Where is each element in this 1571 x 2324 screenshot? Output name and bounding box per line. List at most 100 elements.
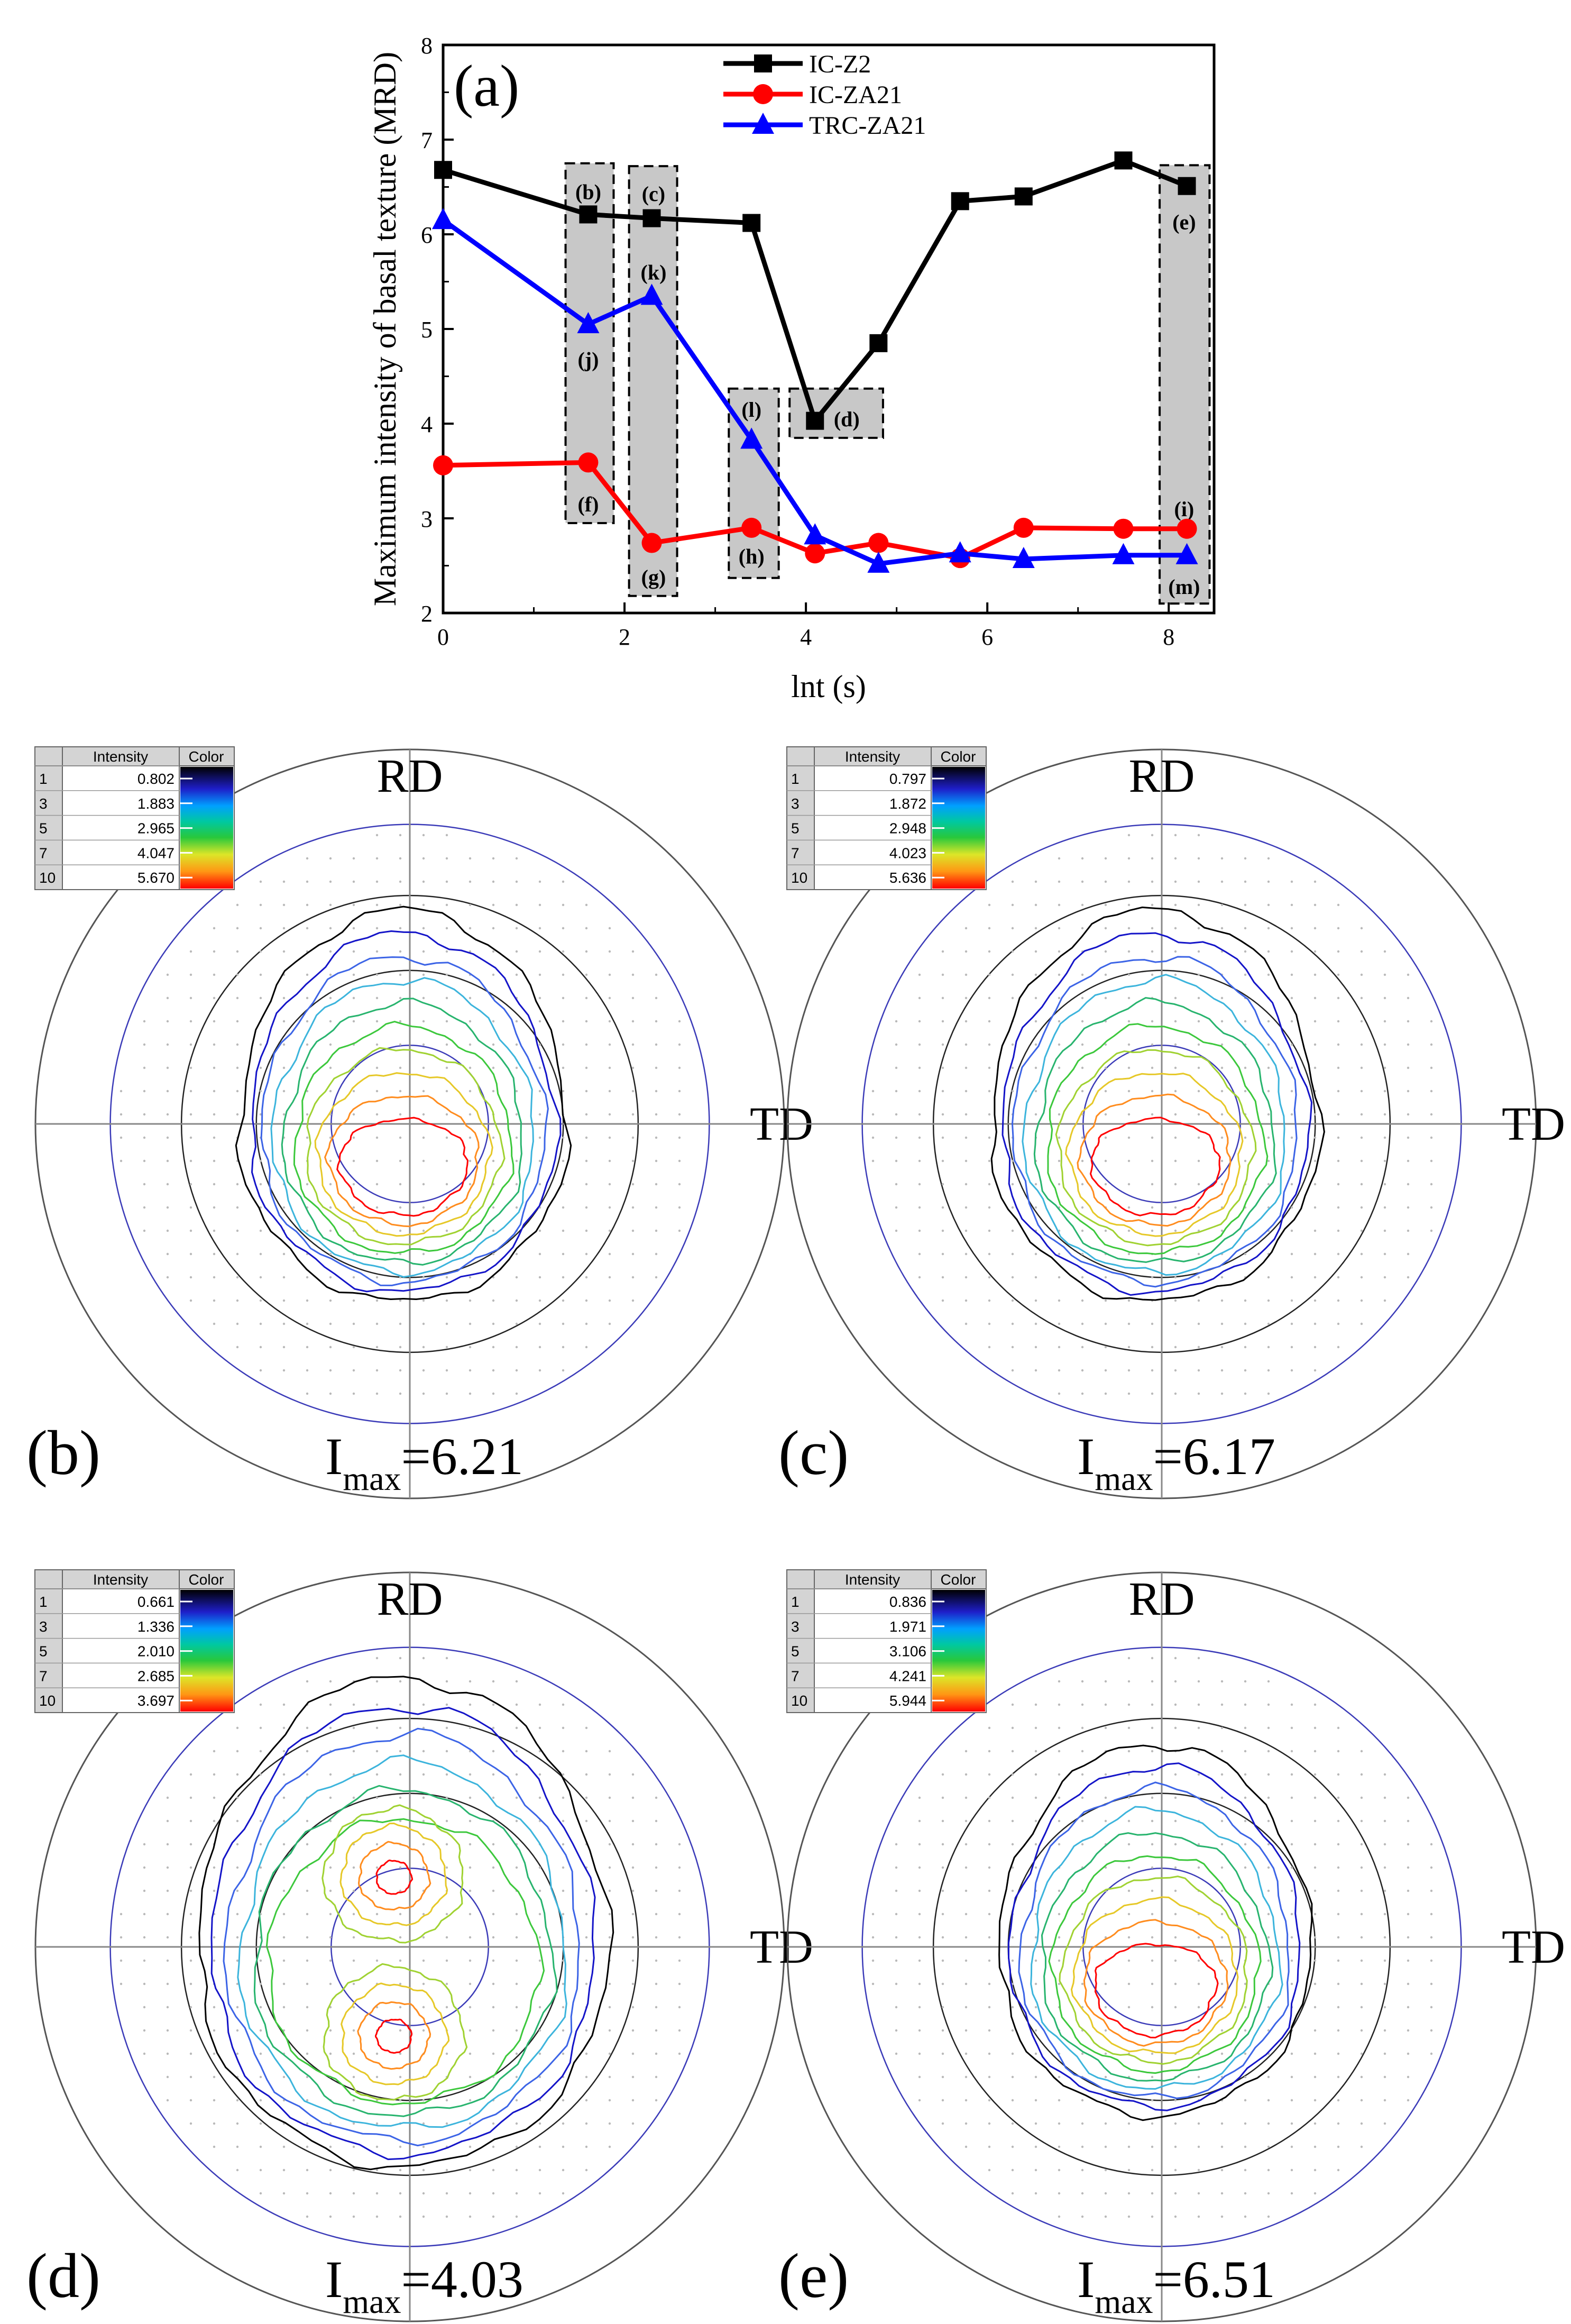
grid-dot <box>445 903 448 907</box>
grid-dot <box>213 1159 216 1163</box>
grid-dot <box>1244 927 1247 930</box>
grid-dot <box>1081 1252 1084 1256</box>
grid-dot <box>399 1657 402 1660</box>
grid-dot <box>143 1913 146 1916</box>
grid-dot <box>1267 1703 1270 1706</box>
grid-dot <box>213 996 216 1000</box>
grid-dot <box>352 996 355 1000</box>
grid-dot <box>399 1136 402 1139</box>
grid-dot <box>1058 950 1061 953</box>
grid-dot <box>1360 1750 1363 1753</box>
grid-dot <box>422 2122 425 2125</box>
grid-dot <box>585 1043 588 1046</box>
grid-dot <box>562 1913 565 1916</box>
grid-dot <box>329 1982 332 1986</box>
grid-dot <box>1151 1680 1154 1683</box>
grid-dots <box>871 1657 1433 2218</box>
grid-dot <box>964 2122 968 2125</box>
legend-row-header <box>786 765 815 890</box>
grid-dot <box>1081 1703 1084 1706</box>
grid-dot <box>1081 903 1084 907</box>
grid-dot <box>1267 1889 1270 1892</box>
grid-dot <box>189 996 192 1000</box>
grid-dot <box>306 2075 309 2079</box>
grid-dot <box>352 1703 355 1706</box>
grid-dot <box>306 880 309 883</box>
grid-dot <box>1058 1773 1061 1776</box>
grid-dot <box>422 1657 425 1660</box>
grid-dot <box>1220 2215 1224 2218</box>
contour-line <box>1030 1806 1283 2090</box>
grid-dot <box>1360 973 1363 976</box>
grid-dot <box>422 1796 425 1799</box>
grid-dot <box>492 1843 495 1846</box>
grid-dot <box>213 1889 216 1892</box>
grid-dot <box>422 2006 425 2009</box>
data-point <box>742 214 761 232</box>
grid-dot <box>259 927 262 930</box>
legend-header-color: Color <box>189 1571 224 1588</box>
grid-dot <box>306 857 309 860</box>
grid-dot <box>399 1346 402 1349</box>
grid-dot <box>562 2052 565 2055</box>
grid-dot <box>1197 1183 1200 1186</box>
grid-dot <box>1127 1346 1131 1349</box>
grid-dot <box>1407 1796 1410 1799</box>
grid-dot <box>964 1299 968 1302</box>
grid-dot <box>895 2029 898 2032</box>
grid-dot <box>562 996 565 1000</box>
grid-dot <box>399 2075 402 2079</box>
grid-dot <box>1081 1819 1084 1823</box>
grid-dot <box>282 880 286 883</box>
imax-label: Imax=6.51 <box>1077 2250 1275 2320</box>
grid-dot <box>1267 1276 1270 1279</box>
grid-dot <box>608 1322 611 1325</box>
grid-dot <box>1011 1090 1014 1093</box>
contour-line <box>281 998 522 1266</box>
grid-dot <box>1430 1913 1433 1916</box>
grid-dot <box>1058 1346 1061 1349</box>
grid-dot <box>399 1703 402 1706</box>
grid-dot <box>538 1889 541 1892</box>
grid-dot <box>1058 1819 1061 1823</box>
grid-dot <box>306 1773 309 1776</box>
grid-dot <box>1104 2006 1107 2009</box>
grid-dot <box>1360 2052 1363 2055</box>
grid-dot <box>143 1066 146 1069</box>
grid-dot <box>352 880 355 883</box>
grid-dot <box>895 1159 898 1163</box>
grid-dot <box>1383 1183 1386 1186</box>
grid-dot <box>352 2075 355 2079</box>
grid-dot <box>1174 1183 1177 1186</box>
grid-dot <box>941 1183 944 1186</box>
grid-dot <box>1127 996 1131 1000</box>
grid-dot <box>1081 1750 1084 1753</box>
grid-dot <box>1197 1959 1200 1962</box>
grid-dot <box>1151 1750 1154 1753</box>
grid-dot <box>1244 1392 1247 1395</box>
grid-dot <box>213 927 216 930</box>
grid-dot <box>1011 1299 1014 1302</box>
grid-dot <box>1151 1206 1154 1209</box>
contour-line <box>1048 1855 1262 2074</box>
grid-dot <box>1383 1913 1386 1916</box>
grid-dot <box>1151 1843 1154 1846</box>
grid-dot <box>1290 2075 1293 2079</box>
grid-dot <box>1127 1090 1131 1093</box>
grid-dot <box>988 996 991 1000</box>
grid-dot <box>1197 2075 1200 2079</box>
grid-dot <box>1244 2169 1247 2172</box>
grid-dot <box>1383 1136 1386 1139</box>
grid-dot <box>259 1982 262 1986</box>
contour-line <box>1002 932 1313 1296</box>
grid-dot <box>655 1136 658 1139</box>
grid-dot <box>1151 2052 1154 2055</box>
grid-dot <box>608 1159 611 1163</box>
grid-dot <box>352 1159 355 1163</box>
grid-dot <box>352 857 355 860</box>
grid-dot <box>445 1066 448 1069</box>
grid-dot <box>585 1889 588 1892</box>
grid-dot <box>1267 1913 1270 1916</box>
grid-dot <box>585 973 588 976</box>
